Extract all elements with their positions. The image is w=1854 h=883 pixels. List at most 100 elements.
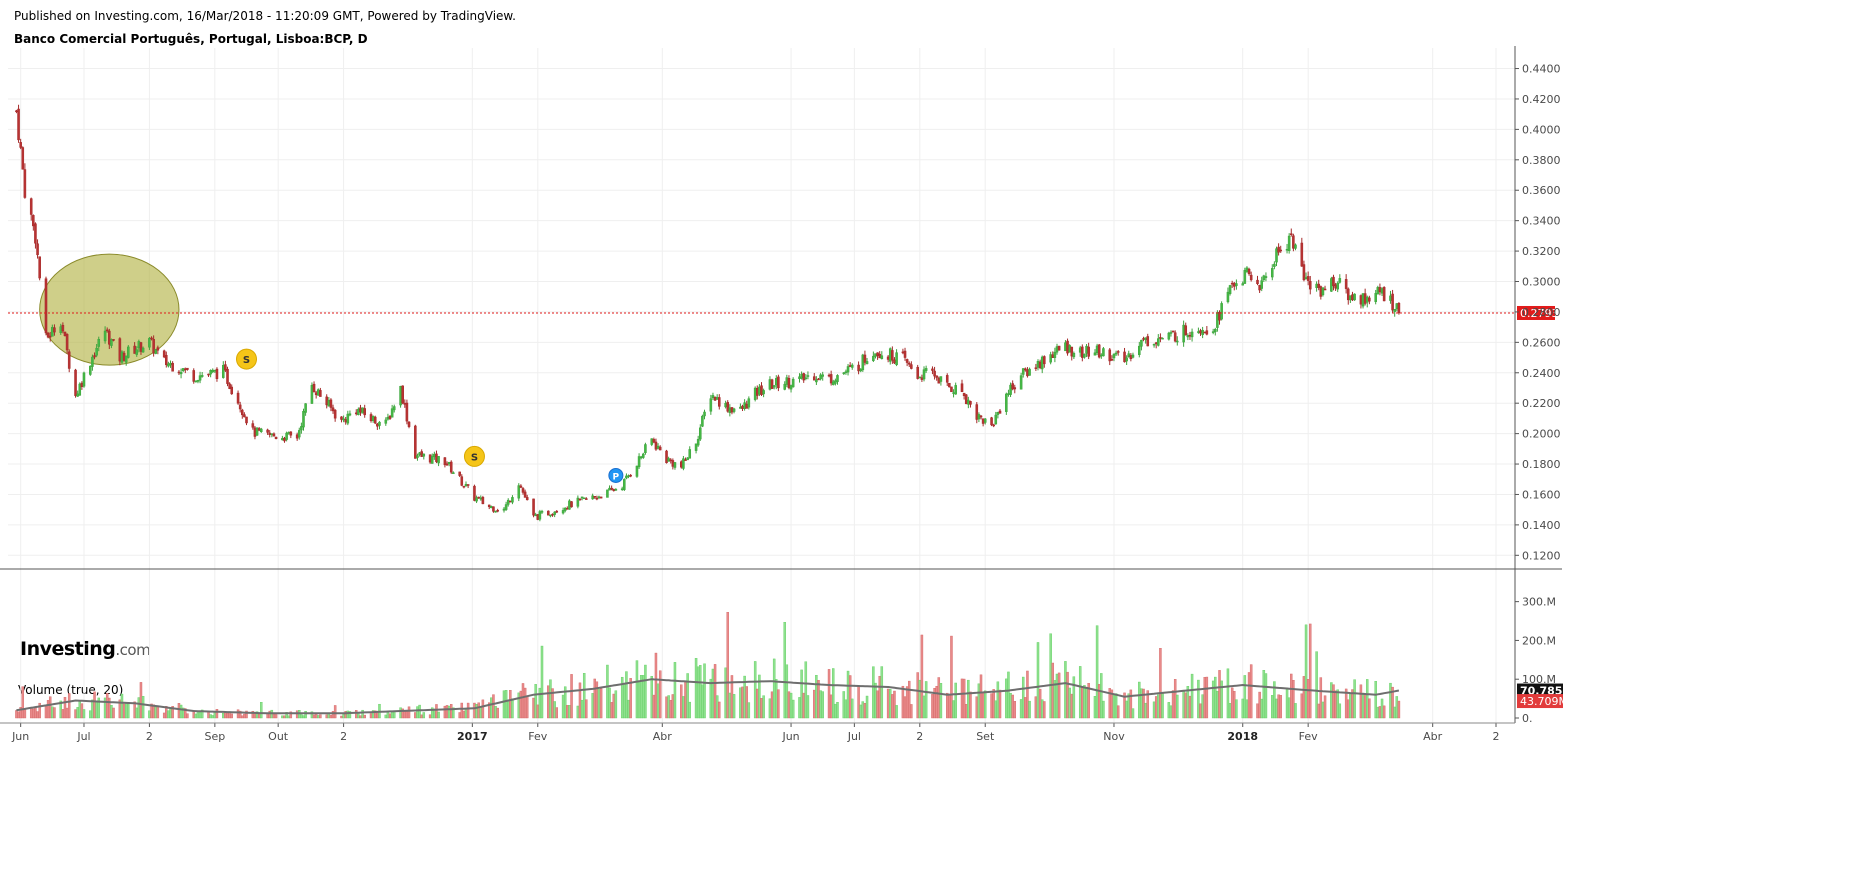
volume-bar [610, 702, 613, 719]
candle-body [103, 330, 107, 342]
candle-body [791, 378, 795, 388]
time-tick-label: Abr [653, 730, 673, 743]
volume-bar [139, 682, 143, 719]
volume-bar [1078, 666, 1082, 719]
candle-body [95, 347, 98, 356]
investing-logo: Investing.com [20, 638, 151, 660]
volume-bar [437, 711, 440, 719]
candle-body [1053, 351, 1057, 358]
volume-bar [289, 711, 293, 719]
candle-body [964, 394, 968, 405]
candle-body [1264, 276, 1268, 278]
volume-bar [1169, 705, 1173, 719]
candle-body [762, 390, 765, 395]
volume-bar [112, 707, 115, 719]
candle-body [709, 398, 713, 412]
candle-body [371, 416, 375, 422]
candle-body [124, 355, 128, 363]
volume-bar [496, 707, 499, 719]
volume-bar [762, 695, 765, 719]
volume-bar [1070, 693, 1073, 719]
candle-body [302, 411, 305, 428]
candle-body [684, 459, 687, 461]
volume-bar [17, 711, 20, 719]
candle-body [582, 497, 586, 500]
time-tick-label: 2018 [1227, 730, 1258, 743]
volume-bar [268, 710, 271, 719]
candle-body [1019, 375, 1023, 390]
symbol-title: Banco Comercial Português, Portugal, Lis… [14, 32, 368, 46]
candle-body [1304, 277, 1308, 280]
volume-bar [1188, 695, 1192, 719]
candle-body [112, 339, 115, 341]
volume-bar [1247, 672, 1251, 719]
time-tick-label: Fev [528, 730, 547, 743]
candle-body [1344, 279, 1348, 289]
price-tick-label: 0.3600 [1522, 184, 1561, 197]
candle-body [924, 368, 928, 371]
logo-suffix: .com [115, 641, 151, 659]
candle-body [1131, 354, 1135, 358]
volume-bar [211, 715, 214, 719]
candle-body [1382, 287, 1386, 302]
candle-body [671, 460, 675, 467]
volume-bar [1182, 691, 1185, 719]
candle-body [257, 428, 261, 431]
time-tick-label: Out [268, 730, 289, 743]
volume-bar [990, 693, 993, 719]
candle-body [333, 409, 337, 419]
volume-bar [1366, 679, 1369, 719]
candle-body [711, 395, 715, 398]
candle-body [1057, 345, 1061, 351]
candle-body [1021, 368, 1025, 375]
volume-bar [724, 667, 727, 719]
volume-bar [477, 702, 480, 719]
candle-body [1315, 283, 1318, 288]
volume-bar [196, 712, 200, 719]
volume-bar [1216, 690, 1219, 719]
candle-body [563, 507, 567, 511]
candle-body [238, 404, 242, 410]
volume-bar [1332, 684, 1335, 719]
volume-bar [827, 669, 831, 719]
volume-bar [1309, 623, 1312, 719]
volume-bar [445, 705, 449, 719]
candle-body [802, 373, 805, 381]
volume-bar [243, 713, 246, 719]
candle-body [990, 417, 993, 426]
volume-bar [1064, 661, 1067, 719]
volume-bar [405, 711, 409, 719]
candle-body [553, 511, 556, 515]
last-volume-label: 43.709M [1520, 695, 1568, 708]
candle-body [492, 506, 495, 512]
volume-bar [1081, 686, 1084, 719]
volume-bar [108, 697, 111, 719]
candle-body [272, 433, 276, 437]
volume-bar [186, 713, 189, 719]
candle-body [1245, 267, 1249, 273]
volume-bar [1131, 708, 1135, 719]
logo-text: Investing [20, 638, 116, 660]
volume-bar [317, 715, 320, 719]
candle-body [969, 401, 972, 405]
candle-body [1199, 330, 1202, 334]
candle-body [585, 498, 588, 500]
volume-bar [538, 687, 542, 719]
candle-body [743, 402, 746, 409]
candle-body [1289, 233, 1293, 235]
volume-bar [1292, 680, 1295, 719]
volume-bar [886, 688, 890, 719]
volume-bar [1005, 678, 1008, 719]
price-tick-label: 0.4400 [1522, 63, 1561, 76]
volume-bar [435, 704, 438, 719]
volume-bar [789, 692, 793, 719]
volume-bar [447, 705, 451, 719]
candle-body [962, 392, 966, 397]
candle-body [948, 382, 951, 388]
volume-ma-line [16, 678, 1400, 715]
volume-bar [760, 698, 763, 719]
candle-body [1097, 344, 1101, 358]
volume-bar [775, 679, 778, 719]
volume-bar [637, 680, 641, 719]
